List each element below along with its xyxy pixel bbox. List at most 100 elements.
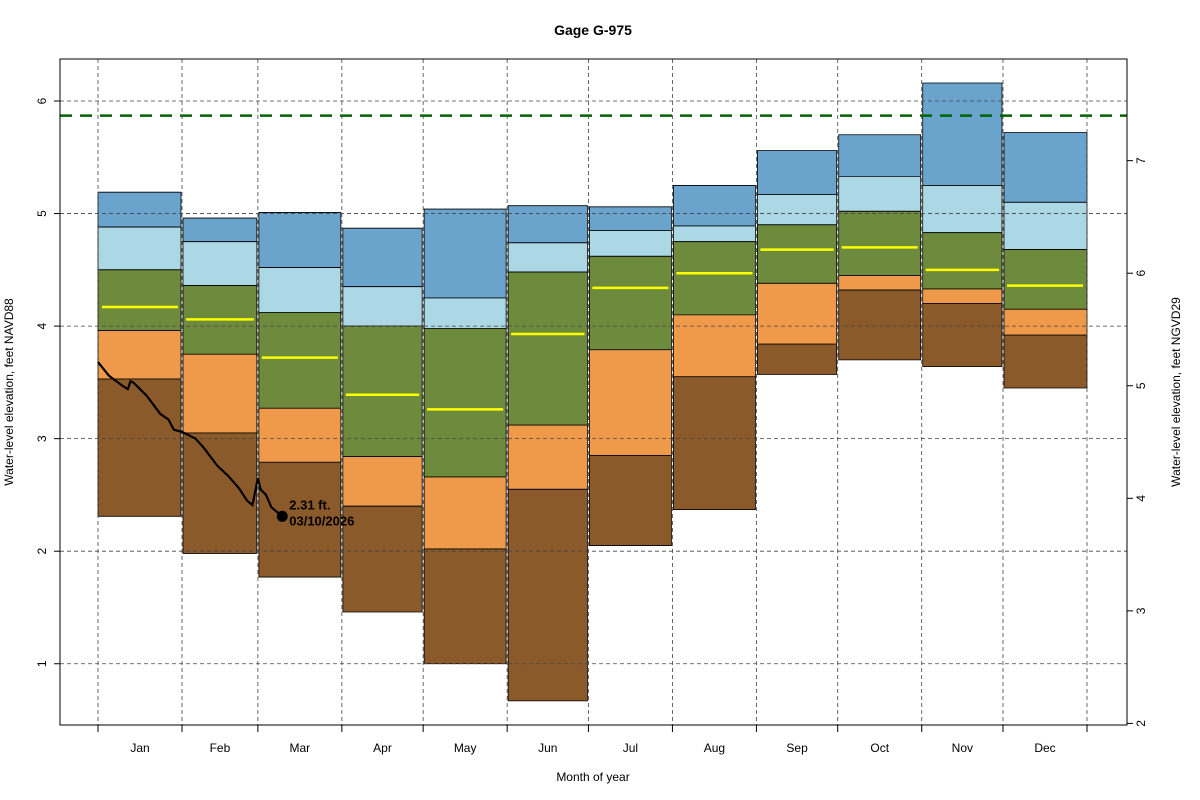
last-date-label: 03/10/2026 [289, 513, 354, 528]
band-min-dec [1003, 334, 1088, 389]
band-middle-oct [838, 210, 922, 276]
band-lower-dec [1003, 308, 1088, 336]
x-tick-label: May [454, 741, 477, 755]
band-max-sep [757, 150, 838, 195]
plot-frame [59, 58, 1128, 726]
band-min-jan [97, 378, 182, 517]
x-tick-label: Mar [290, 741, 311, 755]
band-min-aug [673, 376, 756, 510]
band-max-feb [182, 217, 258, 243]
band-middle-dec [1003, 249, 1088, 310]
band-min-mar [258, 461, 342, 578]
band-lower-may [423, 476, 507, 550]
x-tick-label: Aug [704, 741, 725, 755]
band-max-jul [589, 206, 672, 231]
band-middle-nov [922, 232, 1003, 290]
last-value-label: 2.31 ft. [289, 497, 330, 512]
x-tick-label: Apr [373, 741, 392, 755]
band-min-feb [182, 432, 258, 554]
band-max-jun [507, 205, 588, 244]
x-tick-label: Oct [870, 741, 889, 755]
y-tick-label-right: 4 [1134, 495, 1148, 502]
band-max-mar [258, 212, 342, 268]
y-axis-left: 1 2 3 4 5 6 [35, 97, 60, 667]
y-tick-label-left: 5 [35, 210, 49, 217]
band-upper-nov [922, 185, 1003, 234]
y-tick-label-left: 6 [35, 97, 49, 104]
band-min-nov [922, 303, 1003, 368]
band-middle-jun [507, 271, 588, 426]
band-lower-sep [757, 282, 838, 345]
y-axis-right: 2 3 4 5 6 7 [1127, 157, 1148, 727]
observed-line [97, 361, 283, 518]
band-max-dec [1003, 132, 1088, 203]
y-tick-label-left: 2 [35, 548, 49, 555]
y-tick-label-left: 3 [35, 435, 49, 442]
band-lower-jul [589, 349, 672, 456]
y-axis-label-right: Water-level elevation, feet NGVD29 [1169, 297, 1183, 487]
band-upper-sep [757, 194, 838, 226]
band-lower-jun [507, 424, 588, 490]
band-lower-jan [97, 330, 182, 380]
band-max-jan [97, 191, 182, 228]
median-lines [102, 246, 1083, 411]
band-max-oct [838, 134, 922, 177]
y-tick-label-right: 3 [1134, 607, 1148, 614]
band-lower-nov [922, 288, 1003, 304]
band-min-jun [507, 488, 588, 702]
band-upper-mar [258, 267, 342, 313]
y-axis-label-left: Water-level elevation, feet NAVD88 [2, 298, 16, 486]
band-lower-feb [182, 353, 258, 434]
x-tick-label: Jul [623, 741, 638, 755]
percentile-bands [97, 82, 1088, 702]
x-tick-label: Sep [786, 741, 808, 755]
band-upper-oct [838, 176, 922, 212]
y-tick-label-right: 7 [1134, 157, 1148, 164]
y-tick-label-right: 5 [1134, 382, 1148, 389]
x-tick-label: Nov [952, 741, 973, 755]
band-upper-jan [97, 226, 182, 271]
band-upper-apr [342, 286, 423, 327]
band-min-apr [342, 505, 423, 613]
band-upper-jul [589, 230, 672, 257]
band-max-nov [922, 82, 1003, 186]
band-max-may [423, 208, 507, 299]
x-tick-label: Jun [538, 741, 557, 755]
band-middle-aug [673, 241, 756, 316]
band-middle-jul [589, 255, 672, 351]
band-min-may [423, 548, 507, 665]
band-lower-mar [258, 407, 342, 463]
band-min-sep [757, 343, 838, 375]
y-tick-label-left: 1 [35, 660, 49, 667]
chart-title: Gage G-975 [554, 22, 632, 38]
band-middle-jan [97, 269, 182, 332]
y-tick-label-right: 6 [1134, 270, 1148, 277]
x-tick-label: Feb [210, 741, 231, 755]
x-axis-label: Month of year [556, 770, 629, 784]
band-upper-feb [182, 241, 258, 286]
band-middle-may [423, 327, 507, 478]
y-tick-label-left: 4 [35, 322, 49, 329]
last-observation-marker [276, 510, 288, 522]
band-max-apr [342, 227, 423, 288]
band-lower-oct [838, 275, 922, 291]
band-middle-mar [258, 312, 342, 409]
x-tick-label: Jan [130, 741, 149, 755]
band-lower-aug [673, 314, 756, 378]
observed-series [97, 361, 288, 522]
band-min-jul [589, 455, 672, 546]
band-middle-apr [342, 325, 423, 458]
band-upper-jun [507, 242, 588, 273]
band-middle-sep [757, 224, 838, 284]
band-lower-apr [342, 456, 423, 507]
band-upper-may [423, 297, 507, 329]
band-max-aug [673, 185, 756, 227]
grid-lines [60, 59, 1127, 725]
y-tick-label-right: 2 [1134, 720, 1148, 727]
band-min-oct [838, 289, 922, 361]
band-upper-aug [673, 225, 756, 243]
x-axis: Jan Feb Mar Apr May Jun Jul Aug Sep Oct Nov Dec [97, 725, 1088, 755]
band-upper-dec [1003, 201, 1088, 250]
x-tick-label: Dec [1034, 741, 1055, 755]
